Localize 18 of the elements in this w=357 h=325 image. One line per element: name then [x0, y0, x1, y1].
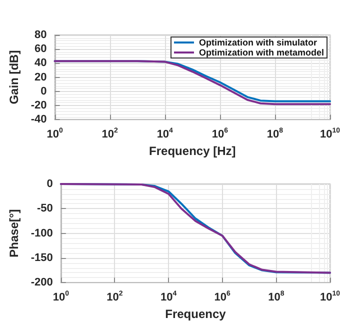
- x-axis-title: Frequency [Hz]: [149, 144, 236, 158]
- y-axis-title: Gain [dB]: [7, 50, 21, 104]
- y-tick-label: -200: [30, 276, 53, 289]
- y-tick-label: -20: [30, 100, 47, 112]
- y-tick-label: -50: [37, 202, 53, 215]
- y-tick-label: -100: [30, 227, 53, 240]
- legend-label: Optimization with metamodel: [198, 48, 324, 58]
- y-tick-label: -150: [30, 252, 53, 264]
- y-tick-label: 0: [40, 85, 47, 98]
- x-axis-title: Frequency: [165, 307, 226, 321]
- y-tick-label: 40: [34, 57, 47, 70]
- legend-label: Optimization with simulator: [198, 38, 318, 48]
- y-axis-title: Phase[°]: [7, 209, 21, 258]
- y-tick-label: 60: [34, 43, 47, 56]
- y-tick-label: 0: [46, 178, 53, 190]
- y-tick-label: 20: [34, 71, 47, 84]
- y-tick-label: 80: [34, 29, 47, 41]
- y-tick-label: -40: [30, 114, 47, 126]
